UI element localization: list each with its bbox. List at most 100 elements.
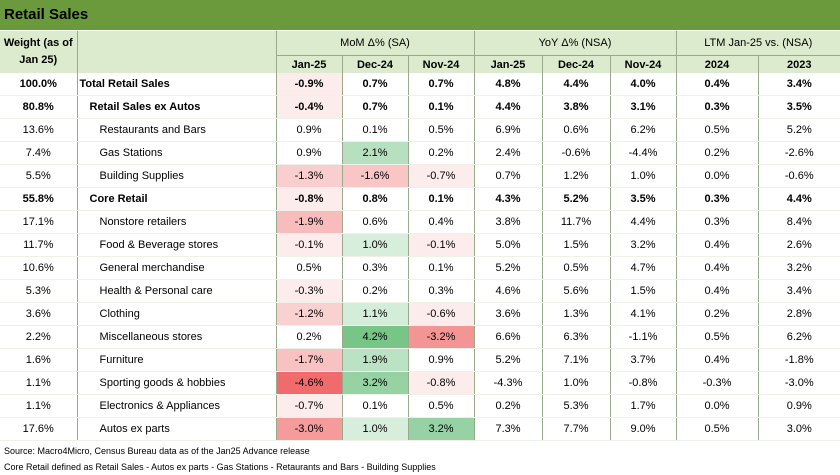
yoy-cell: 9.0% [609,417,676,441]
mom-cell: 1.9% [341,348,408,372]
ltm-cell: 0.0% [675,394,758,418]
category-name: Health & Personal care [76,279,276,303]
yoy-cell: 5.3% [541,394,610,418]
mom-cell: 0.2% [407,141,474,165]
ltm-cell: 0.4% [675,279,758,303]
weight-cell: 2.2% [0,325,77,349]
ltm-group-header: LTM Jan-25 vs. (NSA) [675,31,840,56]
ltm-cell: 0.4% [675,256,758,280]
mom-cell: 0.1% [341,118,408,142]
header-column-row: Jan-25 Dec-24 Nov-24 Jan-25 Dec-24 Nov-2… [0,55,840,73]
yoy-cell: 4.3% [473,187,542,211]
yoy-cell: -4.3% [473,371,542,395]
weight-cell: 1.1% [0,371,77,395]
yoy-cell: 7.1% [541,348,610,372]
ltm-cell: 0.3% [675,95,758,119]
ltm-cell: 3.0% [757,417,840,441]
yoy-cell: -1.1% [609,325,676,349]
mom-cell: -1.3% [275,164,342,188]
mom-cell: -0.8% [275,187,342,211]
mom-cell: 0.4% [407,210,474,234]
mom-cell: 0.5% [407,118,474,142]
table-row: 3.6% Clothing -1.2% 1.1% -0.6% 3.6% 1.3% 4.1% 0.… [0,302,840,326]
weight-cell: 55.8% [0,187,77,211]
mom-cell: 0.2% [275,325,342,349]
yoy-cell: 5.6% [541,279,610,303]
yoy-cell: 0.5% [541,256,610,280]
yoy-cell: 4.6% [473,279,542,303]
table-body: 100.0% Total Retail Sales -0.9% 0.7% 0.7% 4.8… [0,73,840,441]
category-name: Clothing [76,302,276,326]
yoy-cell: 1.2% [541,164,610,188]
mom-cell: 0.5% [275,256,342,280]
ltm-cell: 0.5% [675,417,758,441]
yoy-cell: 4.1% [609,302,676,326]
yoy-cell: 1.3% [541,302,610,326]
weight-cell: 11.7% [0,233,77,257]
table-row: 80.8% Retail Sales ex Autos -0.4% 0.7% 0.1% 4… [0,95,840,119]
source-note: Source: Macro4Micro, Census Bureau data … [4,446,310,456]
yoy-cell: 3.7% [609,348,676,372]
ltm-cell: 5.2% [757,118,840,142]
ltm-cell: 0.2% [675,141,758,165]
weight-cell: 7.4% [0,141,77,165]
weight-cell: 80.8% [0,95,77,119]
weight-cell: 1.6% [0,348,77,372]
yoy-cell: 4.0% [609,73,676,96]
mom-cell: -0.7% [275,394,342,418]
yoy-cell: -0.8% [609,371,676,395]
mom-group-header: MoM Δ% (SA) [275,31,474,56]
mom-cell: 0.3% [407,279,474,303]
ltm-cell: 0.0% [675,164,758,188]
category-name: Retail Sales ex Autos [76,95,276,119]
mom-cell: -0.1% [275,233,342,257]
mom-cell: 0.8% [341,187,408,211]
header-group-row: Weight (as of Jan 25) MoM Δ% (SA) YoY Δ%… [0,31,840,73]
yoy-cell: -4.4% [609,141,676,165]
category-name: Sporting goods & hobbies [76,371,276,395]
mom-cell: 3.2% [407,417,474,441]
ltm-cell: 0.4% [675,233,758,257]
yoy-cell: 0.2% [473,394,542,418]
table-row: 5.3% Health & Personal care -0.3% 0.2% 0.3% 4… [0,279,840,303]
mom-cell: 0.1% [341,394,408,418]
yoy-cell: 1.5% [541,233,610,257]
col-mom-nov24: Nov-24 [407,55,474,73]
category-name: Gas Stations [76,141,276,165]
table-row: 100.0% Total Retail Sales -0.9% 0.7% 0.7% 4.8… [0,73,840,96]
page-title: Retail Sales [4,6,89,23]
yoy-cell: 5.2% [541,187,610,211]
yoy-group-header: YoY Δ% (NSA) [473,31,676,56]
table-row: 17.1% Nonstore retailers -1.9% 0.6% 0.4% 3.8%… [0,210,840,234]
yoy-cell: 4.4% [541,73,610,96]
yoy-cell: -0.6% [541,141,610,165]
category-name: Food & Beverage stores [76,233,276,257]
ltm-cell: 3.5% [757,95,840,119]
yoy-cell: 5.2% [473,348,542,372]
yoy-cell: 0.6% [541,118,610,142]
ltm-cell: 0.5% [675,118,758,142]
footnotes: Source: Macro4Micro, Census Bureau data … [4,443,436,475]
ltm-cell: -3.0% [757,371,840,395]
category-name: Total Retail Sales [76,73,276,96]
mom-cell: -0.4% [275,95,342,119]
mom-cell: 3.2% [341,371,408,395]
mom-cell: 0.7% [341,95,408,119]
yoy-cell: 7.3% [473,417,542,441]
ltm-cell: 2.8% [757,302,840,326]
ltm-cell: 0.9% [757,394,840,418]
mom-cell: 0.6% [341,210,408,234]
category-name: Core Retail [76,187,276,211]
yoy-cell: 5.0% [473,233,542,257]
category-name: Electronics & Appliances [76,394,276,418]
mom-cell: 0.9% [275,141,342,165]
weight-header: Weight (as of Jan 25) [0,31,77,73]
yoy-cell: 3.8% [541,95,610,119]
mom-cell: 0.7% [407,73,474,96]
yoy-cell: 6.9% [473,118,542,142]
col-ltm-2024: 2024 [675,55,758,73]
weight-cell: 3.6% [0,302,77,326]
yoy-cell: 1.0% [541,371,610,395]
weight-cell: 17.6% [0,417,77,441]
mom-cell: 1.0% [341,233,408,257]
